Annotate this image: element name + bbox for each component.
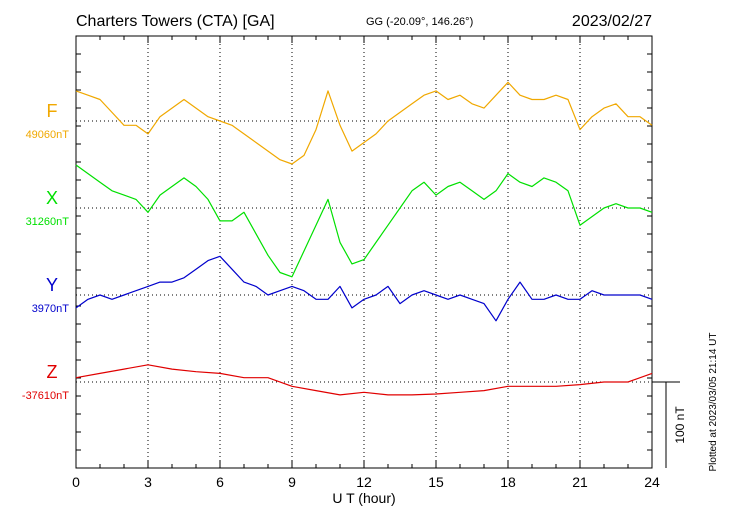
series-name-F: F [47,101,58,121]
series-line-X [75,164,653,278]
x-axis-label: U T (hour) [332,490,395,506]
series-baseline-Y: 3970nT [32,303,70,315]
x-tick-label: 15 [428,474,444,490]
x-tick-label: 12 [356,474,372,490]
x-tick-label: 18 [500,474,516,490]
x-tick-label: 3 [144,474,152,490]
axis-ticks [75,35,653,469]
series-line-Y [75,255,653,322]
x-tick-label: 0 [72,474,80,490]
x-tick-label: 6 [216,474,224,490]
series-baseline-X: 31260nT [26,216,70,228]
scale-bar-label: 100 nT [673,406,687,444]
series-name-X: X [46,188,58,208]
series-name-Z: Z [47,362,58,382]
series-baseline-F: 49060nT [26,129,70,141]
station-title: Charters Towers (CTA) [GA] [76,13,275,30]
series-lines [75,81,653,396]
scale-bar: 100 nT [652,381,687,468]
grid-lines [76,36,652,468]
series-line-Z [75,364,653,396]
plotted-timestamp: Plotted at 2023/03/05 21:14 UT [708,333,719,472]
x-tick-labels: 0 3 6 9 12 15 18 21 24 [72,474,660,490]
series-line-F [75,81,653,165]
x-tick-label: 9 [288,474,296,490]
series-labels: F 49060nT X 31260nT Y 3970nT Z -37610nT [22,101,69,402]
series-name-Y: Y [46,275,58,295]
x-tick-label: 24 [644,474,660,490]
coordinates-label: GG (-20.09°, 146.26°) [366,16,473,28]
x-tick-label: 21 [572,474,588,490]
series-baseline-Z: -37610nT [22,390,69,402]
date-label: 2023/02/27 [572,13,652,30]
